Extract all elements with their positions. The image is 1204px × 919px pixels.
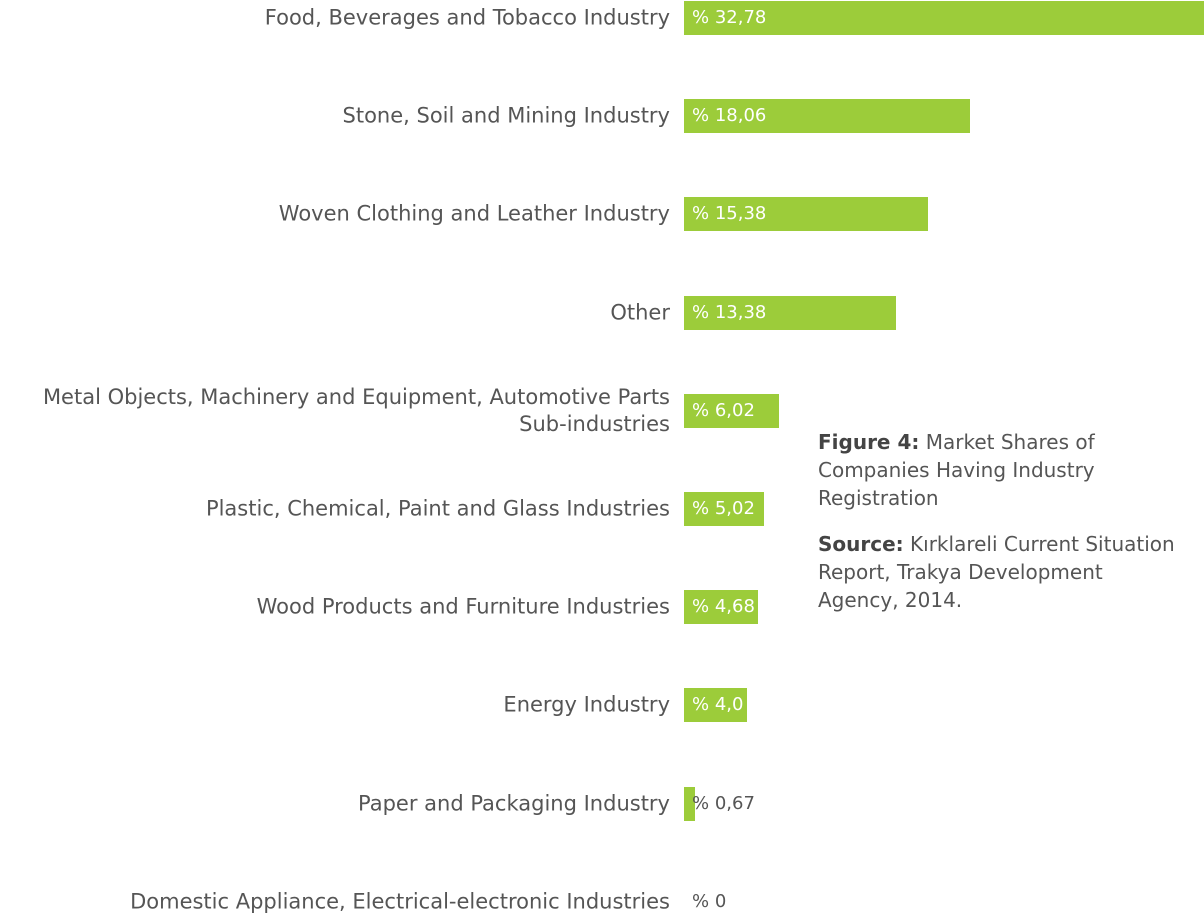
source-label: Source: <box>818 532 904 556</box>
value-label: % 32,78 <box>692 7 767 28</box>
bar <box>684 786 695 821</box>
category-label: Domestic Appliance, Electrical-electroni… <box>130 889 670 914</box>
bar <box>684 590 759 625</box>
value-label: % 13,38 <box>692 301 767 323</box>
category-label: Paper and Packaging Industry <box>358 791 670 816</box>
figure-label: Figure 4: <box>818 430 920 454</box>
source-text: Kırklareli Current Situation Report, Tra… <box>818 532 1175 612</box>
source-caption: Source: Kırklareli Current Situation Rep… <box>818 530 1188 614</box>
category-label: Food, Beverages and Tobacco Industry <box>264 5 670 30</box>
figure-text: Market Shares of Companies Having Indust… <box>818 430 1095 510</box>
value-label: % 4,0 <box>692 694 744 716</box>
value-label: % 5,02 <box>692 498 755 519</box>
bar <box>684 492 764 526</box>
bar <box>684 1 1204 35</box>
category-label: Metal Objects, Machinery and Equipment, … <box>42 384 670 436</box>
value-label: % 0,67 <box>692 792 755 814</box>
category-label: Plastic, Chemical, Paint and Glass Indus… <box>205 496 670 521</box>
bar <box>684 393 780 428</box>
category-label: Other <box>610 300 670 325</box>
value-label: % 15,38 <box>692 203 767 225</box>
bar <box>684 197 928 232</box>
value-label: % 6,02 <box>692 399 755 421</box>
caption: Figure 4: Market Shares of Companies Hav… <box>818 428 1188 632</box>
category-label: Wood Products and Furniture Industries <box>256 594 670 619</box>
category-label: Woven Clothing and Leather Industry <box>278 201 670 226</box>
bar <box>684 99 971 134</box>
bar <box>684 295 897 330</box>
bar <box>684 688 748 723</box>
value-label: % 4,68 <box>692 596 755 618</box>
value-label: % 0 <box>692 890 727 912</box>
category-label: Energy Industry <box>503 692 670 717</box>
category-label: Stone, Soil and Mining Industry <box>342 103 671 128</box>
value-label: % 18,06 <box>692 105 767 127</box>
figure-caption: Figure 4: Market Shares of Companies Hav… <box>818 428 1188 512</box>
